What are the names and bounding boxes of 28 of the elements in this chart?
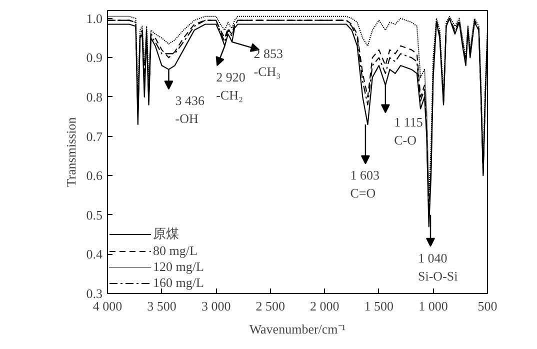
y-tick-label: 1.0: [86, 10, 102, 26]
x-tick-label: 4 000: [92, 298, 122, 314]
annotation: 3 436 -OH: [175, 93, 205, 126]
x-tick-label: 1 000: [418, 298, 448, 314]
annotation: 2 920 -CH₂: [216, 69, 246, 102]
x-tick-label: 3 000: [201, 298, 231, 314]
x-tick-label: 2 000: [310, 298, 340, 314]
y-tick-label: 0.4: [86, 246, 103, 262]
legend-label: 120 mg/L: [153, 259, 204, 275]
annotation: 1 040 Si-O-Si: [418, 250, 458, 284]
y-axis-title: Transmission: [63, 116, 78, 187]
y-tick-label: 0.6: [86, 168, 103, 184]
y-tick-label: 0.3: [86, 286, 102, 301]
y-tick-label: 0.5: [86, 207, 102, 222]
annotation: 1 603 C=O: [350, 168, 380, 201]
y-tick-label: 0.9: [86, 50, 102, 66]
x-tick-label: 1 500: [364, 298, 394, 314]
legend-label: 160 mg/L: [153, 275, 204, 291]
x-tick-label: 3 500: [147, 298, 176, 314]
legend-label: 80 mg/L: [153, 243, 198, 259]
legend-label: 原煤: [153, 225, 179, 243]
y-tick-label: 0.7: [86, 128, 103, 144]
annotation: 1 115 C-O: [394, 114, 423, 148]
annotation: 2 853 -CH₃: [254, 46, 283, 79]
x-tick-label: 2 500: [256, 298, 285, 314]
x-tick-label: 500: [478, 298, 498, 314]
y-tick-label: 0.8: [86, 89, 102, 104]
x-axis-title: Wavenumber/cm⁻¹: [249, 322, 346, 336]
